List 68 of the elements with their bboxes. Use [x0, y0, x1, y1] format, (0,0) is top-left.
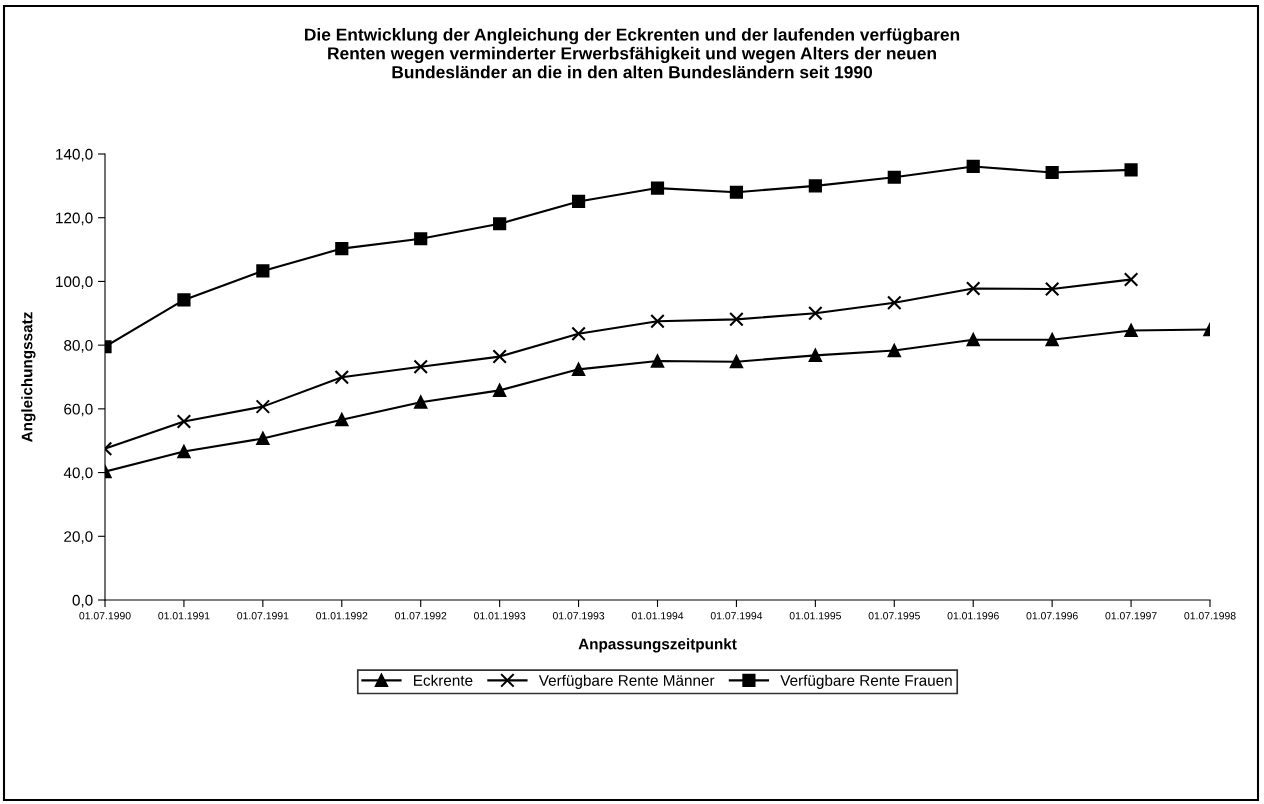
- y-tick-label: 20,0: [64, 531, 93, 544]
- point: [1044, 281, 1060, 297]
- point: [414, 232, 428, 246]
- x-tick-label: 01.01.1992: [316, 612, 368, 620]
- point: [256, 264, 270, 278]
- point: [966, 333, 980, 347]
- x-tick-label: 01.07.1993: [552, 612, 605, 620]
- x-axis-title: Anpassungszeitpunkt: [578, 638, 737, 653]
- x-tick-label: 01.07.1990: [79, 612, 131, 620]
- point: [729, 185, 744, 199]
- chart-title: Die Entwicklung der Angleichung der Eckrenten und der laufenden verfügbaren Renten wegen verminderter Erwerbsfähigkeit und wegen Alters der neuen Bundesländer an die in den alten Bundesländern seit 1990: [305, 28, 960, 79]
- point: [493, 383, 507, 397]
- point: [571, 362, 586, 376]
- point: [966, 159, 980, 174]
- point: [177, 444, 191, 459]
- x-tick-label: 01.07.1991: [237, 612, 289, 620]
- point: [335, 413, 349, 427]
- point: [414, 395, 428, 409]
- point: [650, 354, 665, 368]
- point: [650, 181, 665, 195]
- x-tick-label: 01.07.1997: [1105, 612, 1157, 620]
- x-tick-label: 01.07.1994: [710, 612, 763, 620]
- y-axis-title: Angleichungssatz: [21, 312, 36, 442]
- point: [1124, 323, 1138, 338]
- point: [1045, 165, 1059, 180]
- point: [571, 326, 586, 341]
- y-tick-label: 0,0: [72, 594, 93, 608]
- point: [334, 370, 350, 385]
- y-tick-label: 60,0: [64, 403, 93, 417]
- y-tick-label: 120,0: [56, 212, 93, 226]
- x-tick-label: 01.07.1995: [868, 612, 920, 620]
- point: [335, 242, 349, 256]
- x-tick-label: 01.01.1996: [947, 612, 999, 620]
- y-tick-label: 80,0: [64, 340, 93, 353]
- x-tick-label: 01.07.1992: [395, 612, 447, 620]
- x-tick-label: 01.01.1991: [158, 612, 210, 620]
- point: [255, 399, 271, 414]
- y-tick-label: 40,0: [63, 467, 93, 481]
- point: [808, 348, 822, 362]
- point: [571, 194, 586, 209]
- point: [256, 431, 270, 446]
- x-tick-label: 01.07.1996: [1026, 612, 1078, 620]
- legend-label: Eckrente: [414, 674, 473, 686]
- point: [413, 359, 428, 375]
- point: [493, 217, 507, 231]
- y-tick-label: 140,0: [56, 148, 93, 162]
- point: [729, 355, 744, 369]
- legend-label: Verfügbare Rente Männer: [538, 674, 715, 689]
- x-tick-label: 01.07.1998: [1184, 612, 1236, 620]
- x-tick-label: 01.01.1994: [631, 612, 684, 620]
- point: [729, 312, 744, 327]
- point: [808, 306, 823, 321]
- point: [650, 313, 665, 329]
- point: [887, 295, 902, 311]
- point: [176, 414, 192, 429]
- x-tick-label: 01.01.1993: [473, 612, 526, 620]
- point: [887, 343, 901, 358]
- point: [1045, 333, 1059, 347]
- point: [1124, 163, 1138, 177]
- point: [1123, 272, 1139, 287]
- legend-label: Verfügbare Rente Frauen: [780, 674, 952, 689]
- x-tick-label: 01.01.1995: [789, 612, 841, 620]
- point: [177, 293, 191, 307]
- point: [965, 281, 981, 296]
- y-tick-label: 100,0: [56, 276, 93, 289]
- point: [887, 170, 901, 184]
- point: [808, 179, 822, 193]
- point: [492, 349, 507, 364]
